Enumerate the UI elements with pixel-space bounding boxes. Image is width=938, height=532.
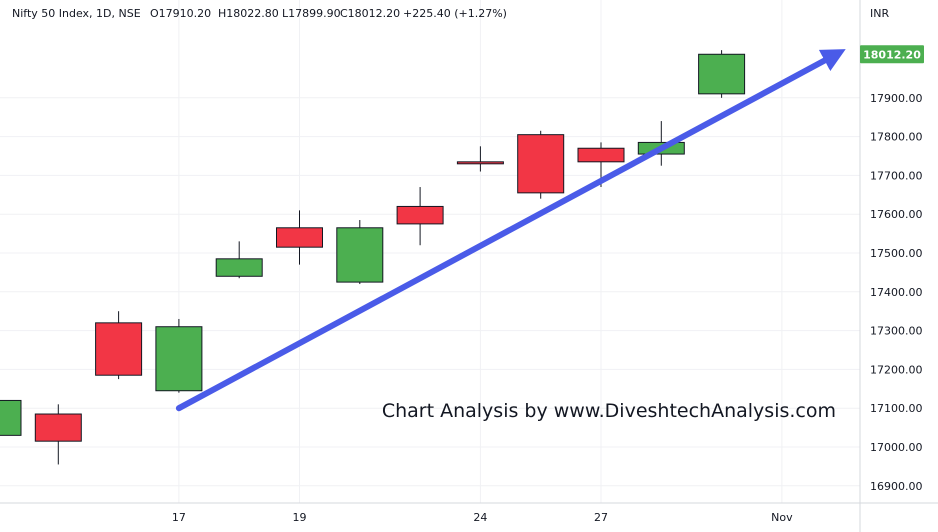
- time-tick-label: 17: [172, 511, 186, 524]
- candle-body: [518, 135, 564, 193]
- legend-low: L17899.90: [282, 7, 341, 20]
- legend: Nifty 50 Index, 1D, NSE O17910.20 H18022…: [12, 7, 507, 20]
- price-axis: INR 16900.00 17000.00 17100.00 17200.00 1730…: [860, 0, 924, 532]
- price-axis-ticks: 16900.00 17000.00 17100.00 17200.00 17300.00…: [870, 92, 923, 493]
- price-tick-label: 16900.00: [870, 480, 923, 493]
- candle-body: [578, 148, 624, 162]
- candle: [277, 210, 323, 264]
- price-tick-label: 17900.00: [870, 92, 923, 105]
- candle-body: [216, 259, 262, 276]
- candle: [216, 241, 262, 278]
- candle-body: [457, 162, 503, 164]
- currency-label: INR: [870, 7, 889, 20]
- price-tick-label: 17400.00: [870, 286, 923, 299]
- candle-body: [277, 228, 323, 247]
- candle-body: [96, 323, 142, 375]
- candle: [518, 131, 564, 199]
- legend-open: O17910.20: [150, 7, 211, 20]
- candle: [35, 404, 81, 464]
- legend-high: H18022.80: [218, 7, 279, 20]
- candle: [337, 220, 383, 284]
- price-tick-label: 17600.00: [870, 208, 923, 221]
- candle-body: [699, 54, 745, 94]
- candle-body: [0, 400, 21, 435]
- candle: [397, 187, 443, 245]
- legend-close: C18012.20: [340, 7, 400, 20]
- price-tick-label: 17000.00: [870, 441, 923, 454]
- legend-change: +225.40 (+1.27%): [403, 7, 507, 20]
- time-tick-label: Nov: [771, 511, 793, 524]
- candle: [96, 311, 142, 379]
- last-price-tag: 18012.20: [860, 45, 924, 63]
- price-tick-label: 17100.00: [870, 402, 923, 415]
- candle: [457, 146, 503, 171]
- candle-body: [397, 206, 443, 223]
- candle: [0, 399, 21, 438]
- time-tick-label: 19: [293, 511, 307, 524]
- legend-symbol: Nifty 50 Index, 1D, NSE: [12, 7, 141, 20]
- price-tick-label: 17700.00: [870, 169, 923, 182]
- candle-body: [35, 414, 81, 441]
- price-tick-label: 17500.00: [870, 247, 923, 260]
- candle: [156, 319, 202, 393]
- candle-body: [337, 228, 383, 282]
- time-axis-ticks: 17 19 24 27 Nov: [172, 511, 793, 524]
- watermark-annotation: Chart Analysis by www.DiveshtechAnalysis…: [382, 400, 836, 422]
- last-price-tag-label: 18012.20: [863, 48, 921, 61]
- candle-body: [156, 327, 202, 391]
- price-tick-label: 17800.00: [870, 131, 923, 144]
- time-tick-label: 24: [473, 511, 487, 524]
- price-tick-label: 17200.00: [870, 363, 923, 376]
- candle: [699, 50, 745, 98]
- price-tick-label: 17300.00: [870, 325, 923, 338]
- time-axis: 17 19 24 27 Nov: [0, 503, 938, 524]
- time-tick-label: 27: [594, 511, 608, 524]
